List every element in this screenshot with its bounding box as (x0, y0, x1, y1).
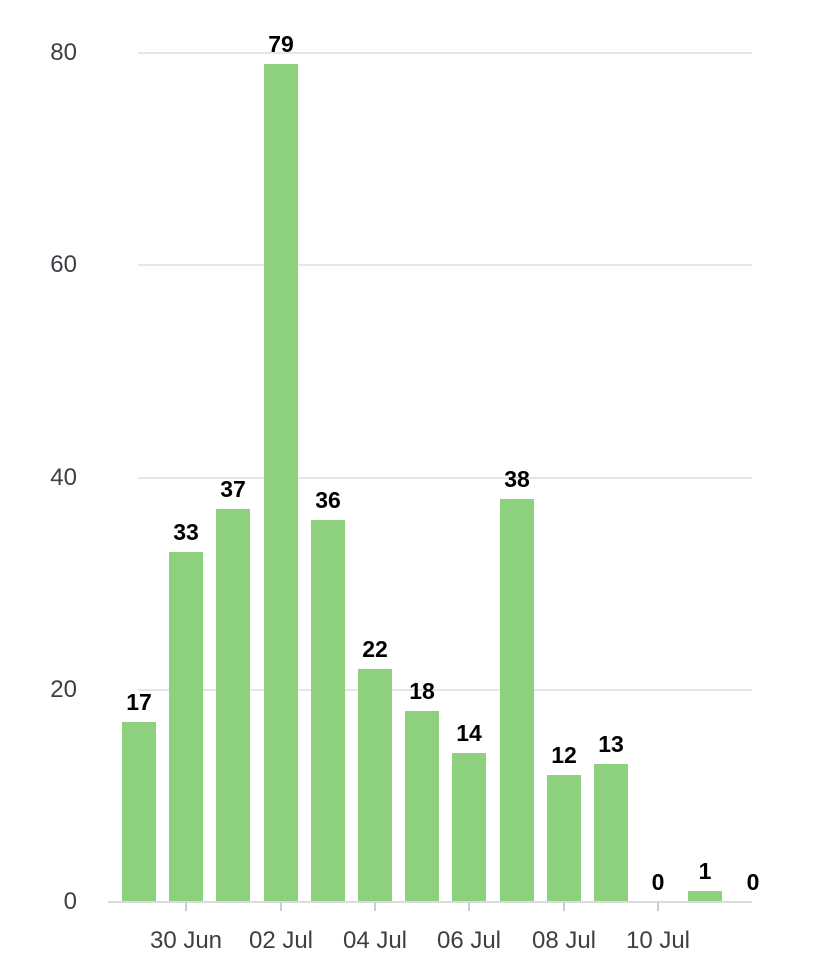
x-axis-label: 02 Jul (248, 927, 314, 954)
bar-value-label: 13 (598, 731, 624, 757)
bar-value-label: 38 (504, 466, 530, 492)
gridline-y-40 (138, 477, 752, 479)
bar-value-label: 14 (456, 720, 482, 746)
bar-value-label: 18 (409, 678, 435, 704)
bar-02-jul[interactable] (264, 64, 298, 902)
bar-value-label: 79 (268, 31, 294, 57)
y-axis-label: 0 (63, 888, 77, 915)
bar-value-label: 17 (126, 689, 152, 715)
bar-value-label: 22 (362, 636, 388, 662)
x-axis-tick (280, 902, 282, 911)
bar-value-label: 33 (173, 519, 199, 545)
bar-value-label: 0 (651, 869, 665, 895)
bar-01-jul[interactable] (216, 509, 250, 902)
x-axis-label: 06 Jul (436, 927, 502, 954)
bar-value-label: 37 (220, 476, 246, 502)
x-axis-tick (185, 902, 187, 911)
y-axis-label: 60 (50, 251, 77, 278)
x-axis-tick (468, 902, 470, 911)
x-axis-line (108, 901, 752, 903)
x-axis-tick (563, 902, 565, 911)
gridline-y-20 (138, 689, 752, 691)
bar-09-jul[interactable] (594, 764, 628, 902)
bar-value-label: 12 (551, 742, 577, 768)
gridline-y-80 (138, 52, 752, 54)
bar-value-label: 36 (315, 487, 341, 513)
y-axis-label: 40 (50, 464, 77, 491)
y-axis-label: 80 (50, 39, 77, 66)
x-axis-label: 30 Jun (149, 927, 223, 954)
bar-07-jul[interactable] (500, 499, 534, 902)
bar-05-jul[interactable] (405, 711, 439, 902)
bar-08-jul[interactable] (547, 775, 581, 902)
x-axis-tick (374, 902, 376, 911)
bar-11-jul[interactable] (688, 891, 722, 902)
bar-value-label: 0 (746, 869, 760, 895)
bar-30-jun[interactable] (169, 552, 203, 902)
x-axis-label: 08 Jul (531, 927, 597, 954)
bar-06-jul[interactable] (452, 753, 486, 902)
gridline-y-60 (138, 264, 752, 266)
bar-29-jun[interactable] (122, 722, 156, 902)
y-axis-label: 20 (50, 676, 77, 703)
bar-03-jul[interactable] (311, 520, 345, 902)
bar-04-jul[interactable] (358, 669, 392, 902)
x-axis-tick (657, 902, 659, 911)
x-axis-label: 04 Jul (342, 927, 408, 954)
x-axis-label: 10 Jul (625, 927, 691, 954)
bar-value-label: 1 (698, 858, 712, 884)
